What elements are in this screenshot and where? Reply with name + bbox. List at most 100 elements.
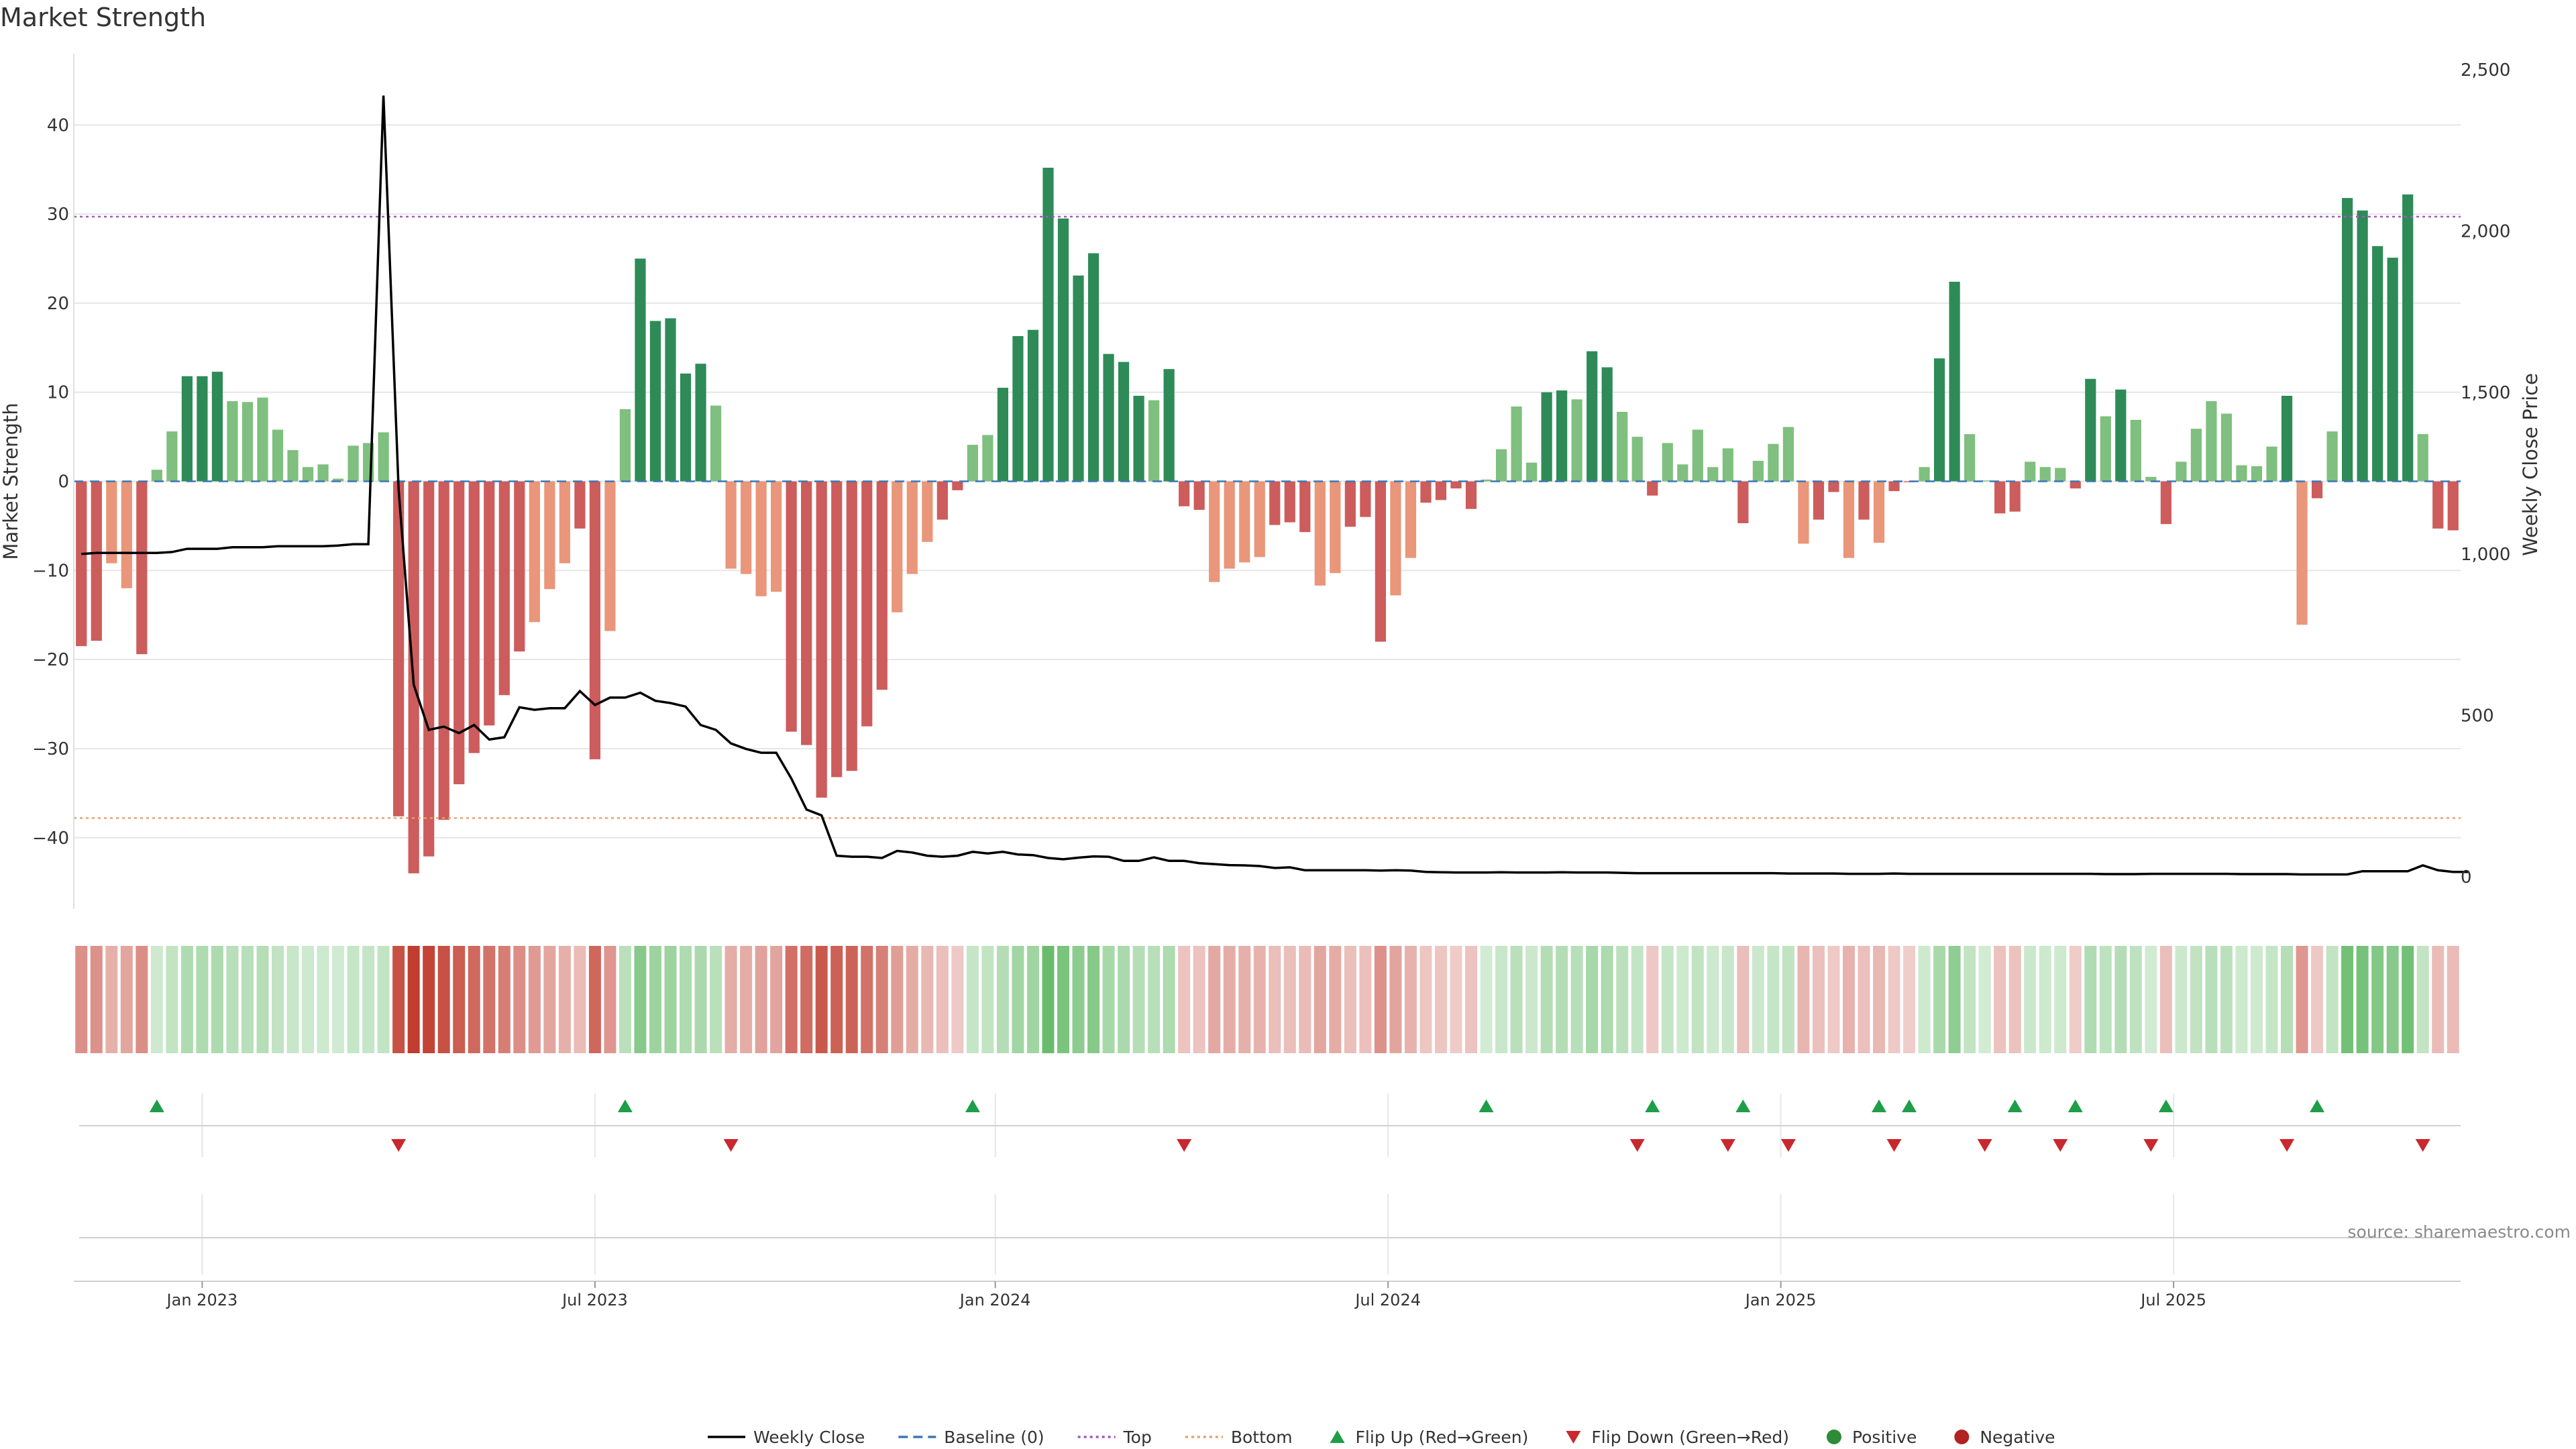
strength-bar — [2009, 481, 2021, 512]
heat-cell — [785, 946, 798, 1053]
strength-bar — [2130, 419, 2141, 482]
heat-cell — [332, 946, 345, 1053]
flip-up-marker — [965, 1099, 980, 1112]
heat-cell — [2356, 946, 2369, 1053]
strength-bar — [2055, 468, 2066, 482]
strength-bar — [574, 481, 586, 529]
heat-cell — [1918, 946, 1931, 1053]
y2-tick-label: 1,000 — [2461, 545, 2510, 565]
strength-bar — [1511, 406, 1522, 482]
strength-bar — [1495, 449, 1507, 482]
strength-bar — [1873, 481, 1885, 543]
heat-cell — [1238, 946, 1251, 1053]
heat-cell — [1842, 946, 1855, 1053]
heat-cell — [1752, 946, 1764, 1053]
strength-bar — [2025, 462, 2036, 482]
strength-bar — [197, 376, 208, 482]
legend-label: Bottom — [1231, 1428, 1293, 1447]
heat-cell — [2341, 946, 2354, 1053]
strength-bar — [438, 481, 449, 820]
strength-bar — [1647, 481, 1658, 496]
heat-cell — [302, 946, 315, 1053]
flip-up-marker — [1735, 1099, 1751, 1112]
strength-bar — [1541, 392, 1552, 482]
heat-cell — [2205, 946, 2218, 1053]
strength-bar — [967, 445, 978, 482]
heat-cell — [1691, 946, 1704, 1053]
heat-cell — [1616, 946, 1629, 1053]
heat-cell — [317, 946, 329, 1053]
strength-bar — [1284, 481, 1295, 523]
flip-down-marker — [391, 1139, 407, 1152]
chart-title: Market Strength — [0, 3, 207, 32]
heat-cell — [2432, 946, 2445, 1053]
heat-cell — [1178, 946, 1191, 1053]
strength-bar — [665, 318, 676, 482]
strength-bar — [1662, 443, 1673, 482]
flip-down-marker — [1720, 1139, 1735, 1152]
flip-down-marker — [2053, 1139, 2068, 1152]
strength-bar — [831, 481, 843, 777]
heat-cell — [2265, 946, 2278, 1053]
strength-bar — [2326, 431, 2338, 482]
flip-down-marker — [1977, 1139, 1992, 1152]
strength-bar — [2085, 378, 2096, 482]
heat-cell — [1118, 946, 1130, 1053]
heat-cell — [1026, 946, 1039, 1053]
strength-bar — [287, 450, 299, 482]
y-tick-label: −40 — [32, 828, 69, 849]
strength-bar — [1057, 218, 1069, 482]
strength-bar — [468, 481, 480, 753]
strength-bar — [529, 481, 540, 623]
strength-bar — [211, 372, 223, 482]
strength-bar — [2100, 416, 2111, 482]
strength-bar — [1012, 336, 1024, 482]
heat-cell — [2159, 946, 2172, 1053]
strength-bar — [241, 402, 254, 482]
strength-bar — [1677, 464, 1688, 482]
weekly-close-line — [81, 95, 2469, 876]
heat-cell — [966, 946, 979, 1053]
weekly-close-series — [81, 95, 2469, 876]
y-tick-label: 20 — [47, 294, 69, 314]
flip-down-marker — [1177, 1139, 1192, 1152]
strength-bar — [76, 481, 87, 647]
flip-down-marker — [1886, 1139, 1902, 1152]
heat-cell — [543, 946, 556, 1053]
heat-cell — [1193, 946, 1205, 1053]
strength-bar — [1888, 481, 1900, 492]
strength-bar — [1707, 467, 1719, 482]
strength-bar — [1481, 479, 1492, 482]
heat-cell — [1132, 946, 1145, 1053]
flip-up-marker — [1872, 1099, 1887, 1112]
flip-up-marker — [1645, 1099, 1660, 1112]
heat-cell — [2114, 946, 2127, 1053]
y2-tick-label: 2,500 — [2461, 60, 2510, 80]
strength-bar — [2372, 246, 2383, 482]
flip-up-marker — [2158, 1099, 2174, 1112]
heat-cell — [800, 946, 813, 1053]
strength-bar — [1768, 443, 1779, 482]
strength-bar — [1752, 460, 1764, 482]
strength-bar — [710, 405, 722, 482]
heat-cell — [180, 946, 193, 1053]
flip-down-marker — [2143, 1139, 2159, 1152]
heat-cell — [1042, 946, 1055, 1053]
heat-cell — [1676, 946, 1689, 1053]
heat-cell — [166, 946, 178, 1053]
strength-bar — [1314, 481, 1326, 586]
heat-cell — [377, 946, 390, 1053]
heat-cell — [2402, 946, 2414, 1053]
heat-cell — [241, 946, 254, 1053]
heat-cell — [1601, 946, 1613, 1053]
strength-bar — [1933, 358, 1945, 482]
strength-bar — [695, 364, 706, 482]
heat-cell — [1480, 946, 1493, 1053]
strength-bar — [1994, 481, 2006, 514]
strength-bar — [635, 258, 646, 482]
strength-bar — [1828, 481, 1839, 492]
strength-bar — [1269, 481, 1281, 525]
heat-cell — [105, 946, 118, 1053]
flip-up-marker — [1902, 1099, 1917, 1112]
strength-bar — [1027, 329, 1039, 482]
